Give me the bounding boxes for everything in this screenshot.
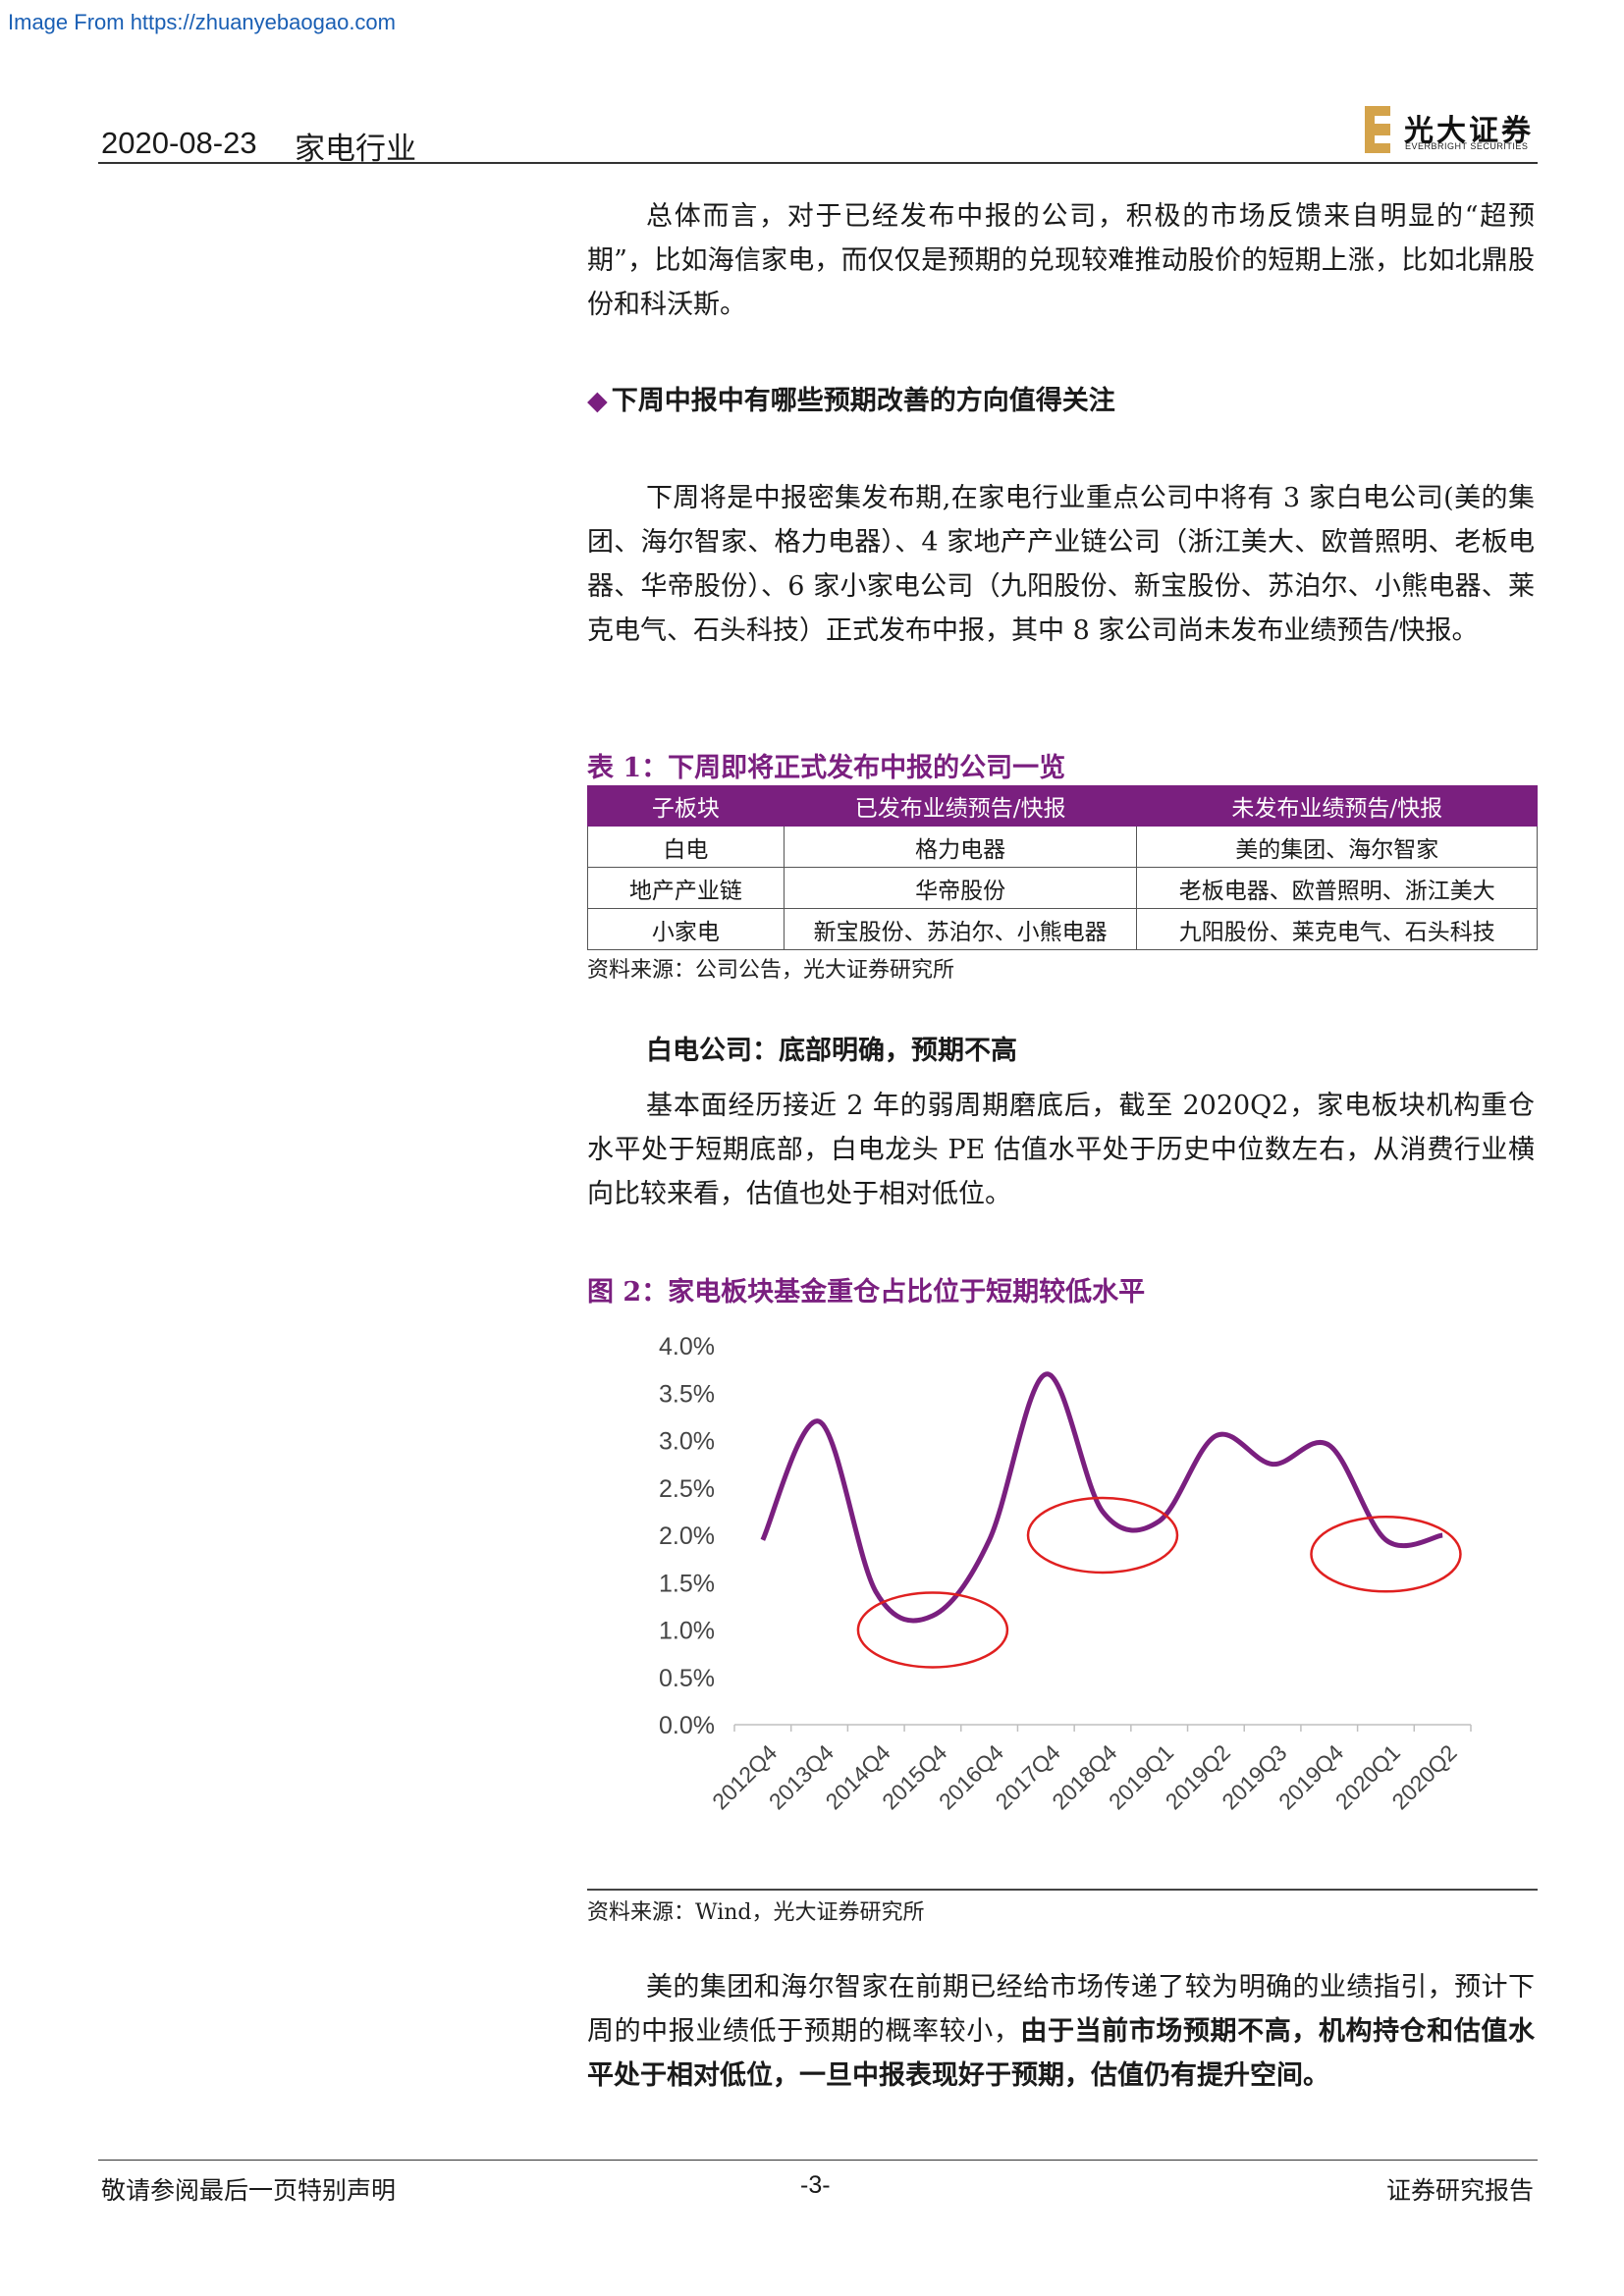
y-tick-label: 3.5%: [659, 1380, 715, 1408]
paragraph-conclusion-text: 美的集团和海尔智家在前期已经给市场传递了较为明确的业绩指引，预计下周的中报业绩低…: [587, 1965, 1535, 2098]
logo-text-en: EVERBRIGHT SECURITIES: [1405, 141, 1529, 151]
paragraph-fundamentals: 基本面经历接近 2 年的弱周期磨底后，截至 2020Q2，家电板块机构重仓水平处…: [587, 1084, 1535, 1216]
diamond-bullet-icon: ◆: [587, 386, 608, 416]
table-caption: 表 1：下周即将正式发布中报的公司一览: [587, 753, 1066, 783]
table-row: 小家电 新宝股份、苏泊尔、小熊电器 九阳股份、莱克电气、石头科技: [587, 908, 1538, 950]
header-divider: [98, 162, 1538, 164]
y-tick-label: 0.0%: [659, 1712, 715, 1739]
series-line: [760, 1371, 1443, 1624]
header-date: 2020-08-23: [101, 126, 257, 160]
footer-disclaimer: 敬请参阅最后一页特别声明: [101, 2176, 397, 2205]
logo-mark-icon: [1365, 106, 1394, 153]
table-row: 白电 格力电器 美的集团、海尔智家: [587, 826, 1538, 868]
y-tick-label: 0.5%: [659, 1665, 715, 1692]
conclusion-normal-text: 美的集团和海尔智家在前期已经给市场传递了较为明确的业绩指引，预计下周的中报业绩低…: [587, 1972, 1535, 2047]
highlight-ellipse: [856, 1591, 1009, 1669]
company-table: 子板块 已发布业绩预告/快报 未发布业绩预告/快报 白电 格力电器 美的集团、海…: [587, 785, 1538, 950]
figure-caption: 图 2：家电板块基金重仓占比位于短期较低水平: [587, 1277, 1146, 1308]
conclusion-bold-text: 由于当前市场预期不高，机构持仓和估值水平处于相对低位，一旦中报表现好于预期，估值…: [587, 2016, 1536, 2091]
chart-bottom-divider: [587, 1889, 1538, 1891]
table-header-cell: 未发布业绩预告/快报: [1136, 785, 1538, 827]
table-header-cell: 子板块: [587, 785, 785, 827]
logo-text-cn: 光大证券: [1404, 114, 1534, 148]
paragraph-summary-text: 总体而言，对于已经发布中报的公司，积极的市场反馈来自明显的“超预期”，比如海信家…: [587, 201, 1535, 320]
table-cell: 新宝股份、苏泊尔、小熊电器: [783, 908, 1138, 950]
y-tick-label: 2.5%: [659, 1475, 715, 1503]
table-cell: 格力电器: [783, 826, 1138, 868]
highlight-ellipse: [1310, 1516, 1462, 1593]
table-source: 资料来源：公司公告，光大证券研究所: [587, 958, 955, 983]
fund-holding-chart: 0.0%0.5%1.0%1.5%2.0%2.5%3.0%3.5%4.0%2012…: [659, 1333, 1472, 1814]
section-heading-text: 下周中报中有哪些预期改善的方向值得关注: [611, 386, 1115, 416]
footer-report-type: 证券研究报告: [1386, 2176, 1535, 2205]
paragraph-summary: 总体而言，对于已经发布中报的公司，积极的市场反馈来自明显的“超预期”，比如海信家…: [587, 194, 1535, 327]
paragraph-conclusion: 美的集团和海尔智家在前期已经给市场传递了较为明确的业绩指引，预计下周的中报业绩低…: [587, 1965, 1535, 2098]
table-cell: 美的集团、海尔智家: [1136, 826, 1538, 868]
y-tick-label: 2.0%: [659, 1522, 715, 1550]
table-header-cell: 已发布业绩预告/快报: [783, 785, 1138, 827]
paragraph-next-week-text: 下周将是中报密集发布期,在家电行业重点公司中将有 3 家白电公司(美的集团、海尔…: [587, 483, 1535, 646]
page-number: -3-: [800, 2171, 831, 2199]
y-tick-label: 4.0%: [659, 1333, 715, 1361]
y-tick-label: 1.5%: [659, 1570, 715, 1597]
table-cell: 九阳股份、莱克电气、石头科技: [1136, 908, 1538, 950]
section-heading: ◆ 下周中报中有哪些预期改善的方向值得关注: [587, 379, 1115, 417]
figure-source: 资料来源：Wind，光大证券研究所: [587, 1900, 925, 1925]
y-tick-label: 3.0%: [659, 1428, 715, 1456]
everbright-logo: 光大证券 EVERBRIGHT SECURITIES: [1363, 104, 1540, 155]
table-cell: 白电: [587, 826, 785, 868]
y-tick-label: 1.0%: [659, 1618, 715, 1645]
table-cell: 老板电器、欧普照明、浙江美大: [1136, 867, 1538, 909]
paragraph-fundamentals-text: 基本面经历接近 2 年的弱周期磨底后，截至 2020Q2，家电板块机构重仓水平处…: [587, 1091, 1535, 1209]
table-cell: 地产产业链: [587, 867, 785, 909]
footer-divider: [98, 2160, 1538, 2161]
highlight-ellipse: [1026, 1496, 1179, 1575]
table-header-row: 子板块 已发布业绩预告/快报 未发布业绩预告/快报: [587, 785, 1538, 827]
paragraph-next-week: 下周将是中报密集发布期,在家电行业重点公司中将有 3 家白电公司(美的集团、海尔…: [587, 476, 1535, 653]
table-cell: 华帝股份: [783, 867, 1138, 909]
subheading-white-goods: 白电公司：底部明确，预期不高: [646, 1036, 1017, 1066]
header-industry: 家电行业: [295, 132, 416, 167]
table-cell: 小家电: [587, 908, 785, 950]
watermark-link[interactable]: Image From https://zhuanyebaogao.com: [8, 10, 396, 34]
table-row: 地产产业链 华帝股份 老板电器、欧普照明、浙江美大: [587, 867, 1538, 909]
